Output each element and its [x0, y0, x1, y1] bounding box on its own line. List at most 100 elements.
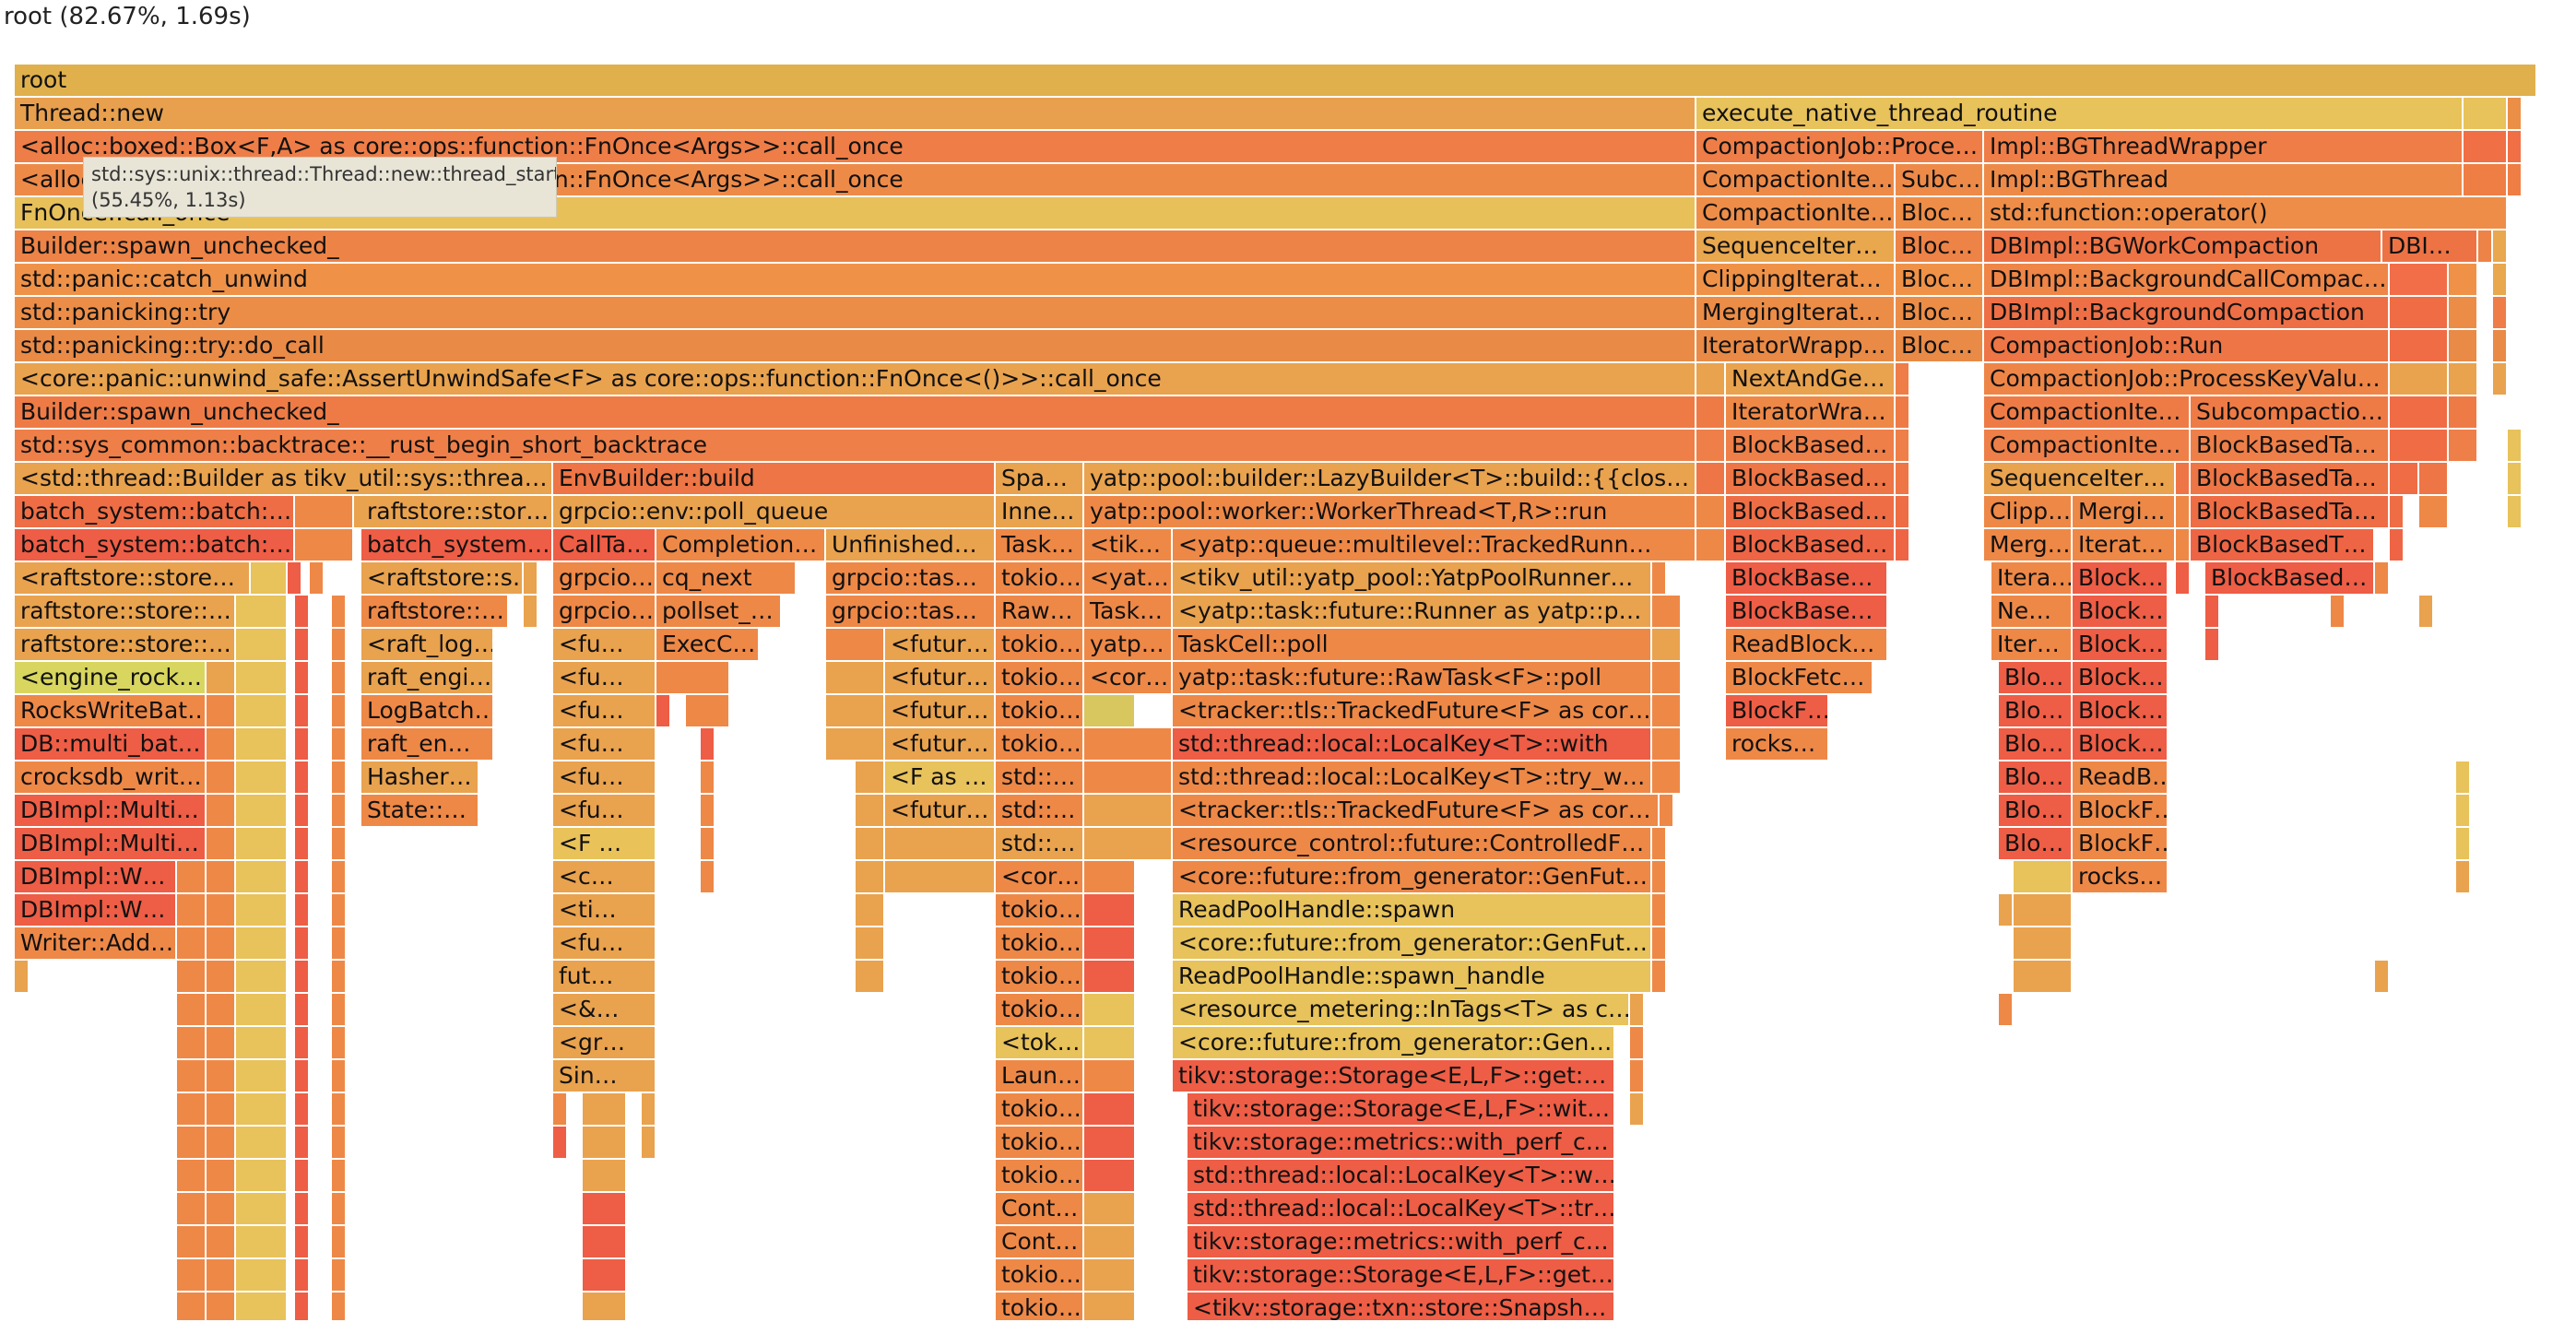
- flame-frame[interactable]: [295, 994, 310, 1027]
- flame-frame[interactable]: DB::multi_bat…: [15, 728, 207, 761]
- flame-frame[interactable]: [2478, 230, 2493, 264]
- flame-frame[interactable]: [207, 1226, 236, 1259]
- flame-frame[interactable]: [295, 695, 310, 728]
- flame-frame[interactable]: Bloc…: [1896, 330, 1984, 363]
- flame-frame[interactable]: [207, 894, 236, 927]
- flame-frame[interactable]: [207, 1160, 236, 1193]
- flame-frame[interactable]: [1696, 430, 1726, 463]
- flame-frame[interactable]: [236, 761, 288, 795]
- flame-frame[interactable]: [332, 961, 347, 994]
- flame-frame[interactable]: Block…: [2073, 596, 2168, 629]
- flame-frame[interactable]: [2390, 529, 2405, 562]
- flame-frame[interactable]: [826, 695, 885, 728]
- flame-frame[interactable]: [207, 927, 236, 961]
- flame-frame[interactable]: [1696, 396, 1726, 430]
- flame-frame[interactable]: [642, 1093, 656, 1127]
- flame-frame[interactable]: [656, 695, 671, 728]
- flame-frame[interactable]: [701, 761, 715, 795]
- flame-frame[interactable]: [295, 596, 310, 629]
- flame-frame[interactable]: [236, 994, 288, 1027]
- flame-frame[interactable]: raft_engi…: [361, 662, 494, 695]
- flame-frame[interactable]: CompactionIte…: [1984, 430, 2191, 463]
- flame-frame[interactable]: Impl::BGThread: [1984, 164, 2464, 197]
- flame-frame[interactable]: Sin…: [553, 1060, 656, 1093]
- flame-frame[interactable]: [236, 1259, 288, 1292]
- flame-frame[interactable]: [207, 1127, 236, 1160]
- flame-frame[interactable]: [177, 894, 207, 927]
- flame-frame[interactable]: [2493, 363, 2508, 396]
- flame-frame[interactable]: [1084, 861, 1136, 894]
- flame-frame[interactable]: tokio…: [996, 1160, 1084, 1193]
- flame-frame[interactable]: Iter…: [1991, 629, 2073, 662]
- flame-frame[interactable]: [2449, 363, 2478, 396]
- flame-frame[interactable]: [2331, 596, 2346, 629]
- flame-frame[interactable]: [1652, 927, 1667, 961]
- flame-frame[interactable]: fut…: [553, 961, 656, 994]
- flame-frame[interactable]: [295, 1093, 310, 1127]
- flame-frame[interactable]: DBI…: [2382, 230, 2478, 264]
- flame-frame[interactable]: std::thread::local::LocalKey<T>::with: [1173, 728, 1652, 761]
- flame-frame[interactable]: CompactionJob::Run: [1984, 330, 2390, 363]
- flame-frame[interactable]: CompactionJob::ProcessKeyValu…: [1984, 363, 2390, 396]
- flame-frame[interactable]: DBImpl::W…: [15, 894, 177, 927]
- flame-frame[interactable]: batch_system…: [361, 529, 553, 562]
- flame-frame[interactable]: [207, 1060, 236, 1093]
- flame-frame[interactable]: [2508, 131, 2523, 164]
- flame-frame[interactable]: <futur…: [885, 662, 996, 695]
- flame-frame[interactable]: [207, 662, 236, 695]
- flame-frame[interactable]: [2508, 463, 2523, 496]
- flame-frame[interactable]: [2449, 264, 2478, 297]
- flame-frame[interactable]: [1696, 463, 1726, 496]
- flame-frame[interactable]: tokio…: [996, 961, 1084, 994]
- flame-frame[interactable]: [207, 994, 236, 1027]
- flame-frame[interactable]: grpcio::tas…: [826, 596, 996, 629]
- flame-frame[interactable]: Merg…: [1984, 529, 2073, 562]
- flame-frame[interactable]: [583, 1226, 627, 1259]
- flame-frame[interactable]: [177, 1193, 207, 1226]
- flame-frame[interactable]: Bloc…: [1896, 297, 1984, 330]
- flame-frame[interactable]: <futur…: [885, 695, 996, 728]
- flame-frame[interactable]: root: [15, 65, 2537, 98]
- flame-frame[interactable]: [656, 662, 730, 695]
- flame-frame[interactable]: Bloc…: [1896, 230, 1984, 264]
- flame-frame[interactable]: Ne…: [1991, 596, 2073, 629]
- flame-frame[interactable]: [583, 1160, 627, 1193]
- flame-frame[interactable]: [295, 795, 310, 828]
- flame-frame[interactable]: [1084, 695, 1136, 728]
- flame-frame[interactable]: [2464, 164, 2508, 197]
- flame-frame[interactable]: CallTa…: [553, 529, 656, 562]
- flame-frame[interactable]: [295, 728, 310, 761]
- flame-frame[interactable]: [332, 994, 347, 1027]
- flame-frame[interactable]: BlockF…: [1726, 695, 1829, 728]
- flame-frame[interactable]: [332, 861, 347, 894]
- flame-frame[interactable]: [332, 1127, 347, 1160]
- flame-frame[interactable]: [2390, 297, 2449, 330]
- flame-frame[interactable]: [1084, 1027, 1136, 1060]
- flame-frame[interactable]: <c…: [553, 861, 656, 894]
- flame-frame[interactable]: tokio…: [996, 728, 1084, 761]
- flame-frame[interactable]: [1084, 961, 1136, 994]
- flame-frame[interactable]: yatp::pool::builder::LazyBuilder<T>::bui…: [1084, 463, 1696, 496]
- flame-frame[interactable]: State::…: [361, 795, 479, 828]
- flame-frame[interactable]: <&…: [553, 994, 656, 1027]
- flame-frame[interactable]: [207, 1259, 236, 1292]
- flame-frame[interactable]: crocksdb_writ…: [15, 761, 207, 795]
- flame-frame[interactable]: [1652, 728, 1682, 761]
- flame-frame[interactable]: grpcio…: [553, 562, 656, 596]
- flame-frame[interactable]: TaskCell::poll: [1173, 629, 1652, 662]
- flame-frame[interactable]: [207, 861, 236, 894]
- flame-frame[interactable]: [207, 1193, 236, 1226]
- flame-frame[interactable]: Laun…: [996, 1060, 1084, 1093]
- flame-frame[interactable]: [1696, 496, 1726, 529]
- flame-frame[interactable]: <core::future::from_generator::GenFut…: [1173, 927, 1652, 961]
- flame-frame[interactable]: std::thread::local::LocalKey<T>::try_w…: [1173, 761, 1652, 795]
- flame-frame[interactable]: [1084, 1060, 1136, 1093]
- flame-frame[interactable]: ReadPoolHandle::spawn_handle: [1173, 961, 1652, 994]
- flame-frame[interactable]: [2508, 496, 2523, 529]
- flame-frame[interactable]: Thread::new: [15, 98, 1696, 131]
- flame-frame[interactable]: Blo…: [1999, 662, 2073, 695]
- flame-frame[interactable]: tokio…: [996, 1259, 1084, 1292]
- flame-frame[interactable]: [826, 662, 885, 695]
- flame-frame[interactable]: [332, 662, 347, 695]
- flame-frame[interactable]: <fu…: [553, 795, 656, 828]
